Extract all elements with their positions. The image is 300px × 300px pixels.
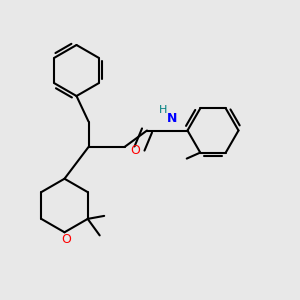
Text: O: O [61, 233, 71, 246]
Text: O: O [130, 144, 140, 158]
Text: N: N [167, 112, 178, 125]
Text: H: H [159, 105, 168, 115]
